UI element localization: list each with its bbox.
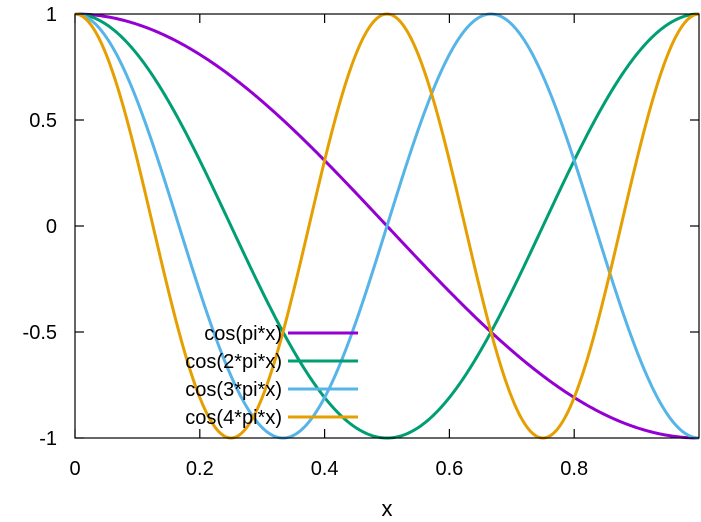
x-tick-label: 0.2 xyxy=(186,458,214,480)
x-tick-label: 0 xyxy=(69,458,80,480)
legend: cos(pi*x) cos(2*pi*x) cos(3*pi*x) cos(4*pi*… xyxy=(185,323,358,429)
axis-ticks: 0 0.2 0.4 0.6 0.8 -1 -0.5 0 0.5 1 xyxy=(23,4,699,480)
x-tick-label: 0.4 xyxy=(311,458,339,480)
y-tick-label: -0.5 xyxy=(23,322,57,344)
legend-label-2: cos(2*pi*x) xyxy=(185,351,282,373)
y-tick-label: 0.5 xyxy=(29,110,57,132)
x-tick-label: 0.6 xyxy=(435,458,463,480)
legend-label-1: cos(pi*x) xyxy=(204,323,282,345)
y-tick-label: 0 xyxy=(46,216,57,238)
legend-label-3: cos(3*pi*x) xyxy=(185,379,282,401)
series-line-3 xyxy=(74,12,700,440)
legend-label-4: cos(4*pi*x) xyxy=(185,407,282,429)
x-tick-label: 0.8 xyxy=(560,458,588,480)
x-axis-label: x xyxy=(382,496,393,521)
y-tick-label: 1 xyxy=(46,4,57,26)
y-tick-label: -1 xyxy=(39,428,57,450)
